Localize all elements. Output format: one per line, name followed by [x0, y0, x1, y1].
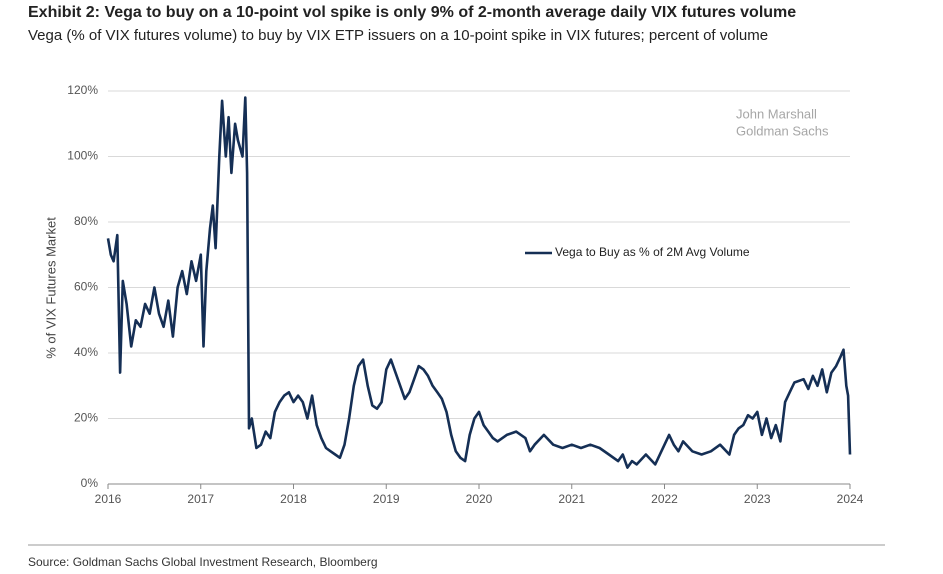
x-tick-label: 2018 — [280, 492, 307, 506]
y-tick-label: 100% — [67, 149, 98, 163]
y-tick-label: 60% — [74, 280, 98, 294]
y-tick-label: 80% — [74, 214, 98, 228]
y-axis-label: % of VIX Futures Market — [43, 217, 58, 359]
legend-label: Vega to Buy as % of 2M Avg Volume — [555, 245, 750, 259]
x-tick-label: 2020 — [466, 492, 493, 506]
x-tick-label: 2016 — [95, 492, 122, 506]
x-tick-label: 2019 — [373, 492, 400, 506]
y-tick-label: 120% — [67, 83, 98, 97]
x-tick-label: 2023 — [744, 492, 771, 506]
source: Source: Goldman Sachs Global Investment … — [28, 555, 378, 569]
y-tick-label: 20% — [74, 411, 98, 425]
chart-subtitle: Vega (% of VIX futures volume) to buy by… — [28, 27, 768, 44]
x-tick-label: 2021 — [558, 492, 585, 506]
x-tick-label: 2024 — [837, 492, 864, 506]
annotation: Goldman Sachs — [736, 123, 829, 138]
annotation: John Marshall — [736, 106, 817, 121]
y-tick-label: 0% — [81, 476, 99, 490]
chart-title: Exhibit 2: Vega to buy on a 10-point vol… — [28, 4, 796, 21]
x-tick-label: 2017 — [187, 492, 214, 506]
y-tick-label: 40% — [74, 345, 98, 359]
x-tick-label: 2022 — [651, 492, 678, 506]
data-line — [106, 96, 852, 469]
